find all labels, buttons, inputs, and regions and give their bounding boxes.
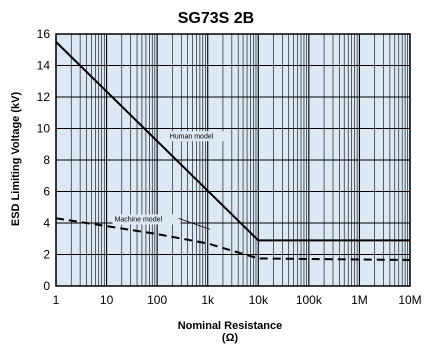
y-tick-label: 6 <box>43 185 50 199</box>
x-axis-unit: (Ω) <box>222 332 238 344</box>
y-tick-label: 10 <box>37 122 51 136</box>
x-tick-label: 100k <box>296 293 323 307</box>
x-tick-label: 1 <box>53 293 60 307</box>
human-model-line <box>55 41 410 242</box>
x-tick-label: 100 <box>147 293 167 307</box>
x-tick-label: 1k <box>201 293 215 307</box>
x-tick-label: 1M <box>351 293 368 307</box>
y-tick-label: 2 <box>43 248 50 262</box>
x-axis-label: Nominal Resistance <box>178 320 283 332</box>
human-model-label-bg <box>167 131 228 142</box>
plot-frame <box>55 33 411 287</box>
x-tick-label: 10 <box>100 293 114 307</box>
y-tick-label: 16 <box>37 27 51 41</box>
y-tick-label: 0 <box>43 279 50 293</box>
y-tick-label: 4 <box>43 216 50 230</box>
human-model-label: Human model <box>170 133 214 140</box>
machine-model-label-bg <box>112 214 181 225</box>
machine-model-label: Machine model <box>115 216 163 223</box>
x-tick-label: 10M <box>398 293 421 307</box>
x-tick-label: 10k <box>249 293 269 307</box>
y-axis-label: ESD Limiting Voltage (kV) <box>10 92 22 227</box>
y-tick-label: 12 <box>37 90 51 104</box>
machine-model-line <box>55 217 411 262</box>
y-tick-label: 8 <box>43 153 50 167</box>
chart-title: SG73S 2B <box>178 10 254 27</box>
y-tick-label: 14 <box>37 59 51 73</box>
plot-area: 1 10 100 1k 10k 100k 1M 10M 0 2 4 6 8 10 12 14 16 Human m… <box>37 27 422 307</box>
machine-model-leader-line <box>178 218 210 230</box>
